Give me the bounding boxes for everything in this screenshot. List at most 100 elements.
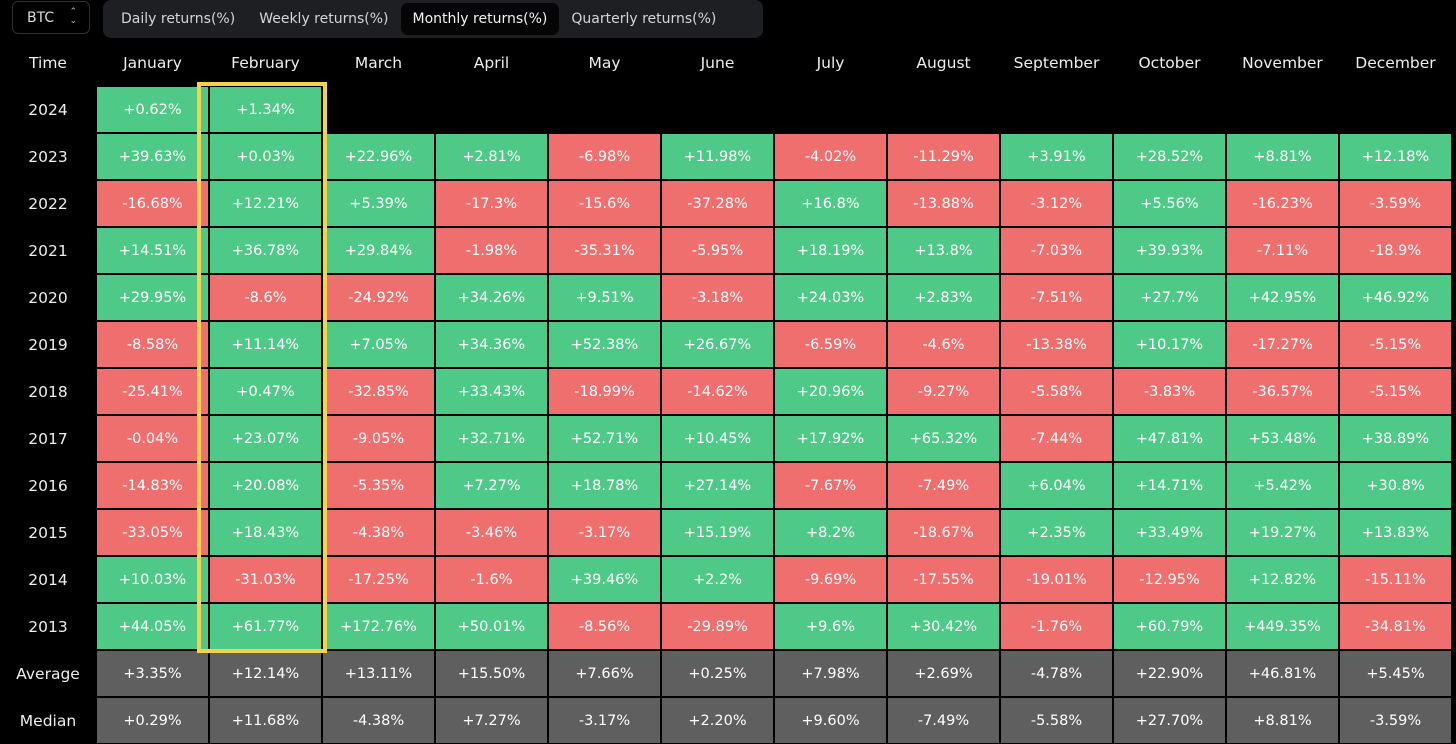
return-cell[interactable]: -35.31% xyxy=(549,228,660,273)
return-cell[interactable]: +52.38% xyxy=(549,322,660,367)
return-cell[interactable]: -15.11% xyxy=(1340,557,1451,602)
return-cell[interactable]: +0.47% xyxy=(210,369,321,414)
return-cell[interactable]: +9.6% xyxy=(775,604,886,649)
return-cell[interactable]: -24.92% xyxy=(323,275,434,320)
return-cell[interactable]: -5.58% xyxy=(1001,369,1112,414)
return-cell[interactable]: +11.98% xyxy=(662,134,773,179)
month-header-january[interactable]: January xyxy=(123,53,182,72)
return-cell[interactable]: +18.43% xyxy=(210,510,321,555)
return-cell[interactable]: -18.9% xyxy=(1340,228,1451,273)
return-cell[interactable]: -0.04% xyxy=(97,416,208,461)
return-cell[interactable]: -1.98% xyxy=(436,228,547,273)
return-cell[interactable]: +30.8% xyxy=(1340,463,1451,508)
return-cell[interactable]: -17.25% xyxy=(323,557,434,602)
return-cell[interactable]: +61.77% xyxy=(210,604,321,649)
return-cell[interactable]: -1.6% xyxy=(436,557,547,602)
return-cell[interactable]: +30.42% xyxy=(888,604,999,649)
return-cell[interactable]: +44.05% xyxy=(97,604,208,649)
return-cell[interactable]: +39.63% xyxy=(97,134,208,179)
return-cell[interactable]: -13.88% xyxy=(888,181,999,226)
return-cell[interactable]: +8.2% xyxy=(775,510,886,555)
month-header-february[interactable]: February xyxy=(231,53,300,72)
return-cell[interactable]: +29.95% xyxy=(97,275,208,320)
return-cell[interactable]: +53.48% xyxy=(1227,416,1338,461)
return-cell[interactable]: -6.59% xyxy=(775,322,886,367)
return-cell[interactable]: -5.15% xyxy=(1340,322,1451,367)
return-cell[interactable]: -32.85% xyxy=(323,369,434,414)
return-cell[interactable]: -14.62% xyxy=(662,369,773,414)
return-cell[interactable]: +14.51% xyxy=(97,228,208,273)
return-cell[interactable]: +3.91% xyxy=(1001,134,1112,179)
month-header-april[interactable]: April xyxy=(473,53,510,72)
symbol-select[interactable]: BTC ⌃ ⌄ xyxy=(12,1,90,34)
return-cell[interactable]: -7.49% xyxy=(888,463,999,508)
return-cell[interactable]: -8.56% xyxy=(549,604,660,649)
return-cell[interactable]: -4.38% xyxy=(323,510,434,555)
return-cell[interactable]: +17.92% xyxy=(775,416,886,461)
return-cell[interactable]: +28.52% xyxy=(1114,134,1225,179)
return-cell[interactable]: +13.8% xyxy=(888,228,999,273)
return-cell[interactable]: -9.69% xyxy=(775,557,886,602)
return-cell[interactable]: -37.28% xyxy=(662,181,773,226)
return-cell[interactable]: +27.14% xyxy=(662,463,773,508)
return-cell[interactable]: -17.27% xyxy=(1227,322,1338,367)
return-cell[interactable]: -8.58% xyxy=(97,322,208,367)
return-cell[interactable]: +20.96% xyxy=(775,369,886,414)
month-header-july[interactable]: July xyxy=(816,53,845,72)
return-cell[interactable]: -3.17% xyxy=(549,510,660,555)
return-cell[interactable]: -5.35% xyxy=(323,463,434,508)
return-cell[interactable]: -7.44% xyxy=(1001,416,1112,461)
return-cell[interactable]: +32.71% xyxy=(436,416,547,461)
return-cell[interactable]: +1.34% xyxy=(210,87,321,132)
return-cell[interactable]: -29.89% xyxy=(662,604,773,649)
return-cell[interactable]: +18.78% xyxy=(549,463,660,508)
return-cell[interactable]: +5.42% xyxy=(1227,463,1338,508)
month-header-august[interactable]: August xyxy=(916,53,971,72)
return-cell[interactable]: -31.03% xyxy=(210,557,321,602)
month-header-september[interactable]: September xyxy=(1013,53,1100,72)
return-cell[interactable]: -13.38% xyxy=(1001,322,1112,367)
tab-weekly[interactable]: Weekly returns(%) xyxy=(259,11,389,27)
return-cell[interactable]: +10.17% xyxy=(1114,322,1225,367)
tab-daily[interactable]: Daily returns(%) xyxy=(121,11,236,27)
month-header-october[interactable]: October xyxy=(1138,53,1201,72)
return-cell[interactable]: -36.57% xyxy=(1227,369,1338,414)
return-cell[interactable]: -5.95% xyxy=(662,228,773,273)
return-cell[interactable]: +16.8% xyxy=(775,181,886,226)
return-cell[interactable]: +2.81% xyxy=(436,134,547,179)
return-cell[interactable]: +24.03% xyxy=(775,275,886,320)
month-header-may[interactable]: May xyxy=(588,53,621,72)
return-cell[interactable]: +34.36% xyxy=(436,322,547,367)
return-cell[interactable]: -3.18% xyxy=(662,275,773,320)
month-header-november[interactable]: November xyxy=(1242,53,1323,72)
return-cell[interactable]: -7.03% xyxy=(1001,228,1112,273)
return-cell[interactable]: +7.05% xyxy=(323,322,434,367)
return-cell[interactable]: +52.71% xyxy=(549,416,660,461)
return-cell[interactable]: +33.43% xyxy=(436,369,547,414)
tab-monthly[interactable]: Monthly returns(%) xyxy=(400,3,560,35)
return-cell[interactable]: -1.76% xyxy=(1001,604,1112,649)
return-cell[interactable]: +29.84% xyxy=(323,228,434,273)
return-cell[interactable]: +50.01% xyxy=(436,604,547,649)
return-cell[interactable]: -3.83% xyxy=(1114,369,1225,414)
return-cell[interactable]: +11.14% xyxy=(210,322,321,367)
return-cell[interactable]: +20.08% xyxy=(210,463,321,508)
return-cell[interactable]: +10.03% xyxy=(97,557,208,602)
return-cell[interactable]: -12.95% xyxy=(1114,557,1225,602)
return-cell[interactable]: +0.03% xyxy=(210,134,321,179)
return-cell[interactable]: +5.39% xyxy=(323,181,434,226)
return-cell[interactable]: +14.71% xyxy=(1114,463,1225,508)
return-cell[interactable]: +27.7% xyxy=(1114,275,1225,320)
return-cell[interactable]: -11.29% xyxy=(888,134,999,179)
return-cell[interactable]: +15.19% xyxy=(662,510,773,555)
return-cell[interactable]: +47.81% xyxy=(1114,416,1225,461)
month-header-june[interactable]: June xyxy=(700,53,735,72)
return-cell[interactable]: +65.32% xyxy=(888,416,999,461)
return-cell[interactable]: +5.56% xyxy=(1114,181,1225,226)
return-cell[interactable]: +33.49% xyxy=(1114,510,1225,555)
return-cell[interactable]: -9.27% xyxy=(888,369,999,414)
return-cell[interactable]: -5.15% xyxy=(1340,369,1451,414)
return-cell[interactable]: -19.01% xyxy=(1001,557,1112,602)
return-cell[interactable]: +39.46% xyxy=(549,557,660,602)
return-cell[interactable]: +10.45% xyxy=(662,416,773,461)
